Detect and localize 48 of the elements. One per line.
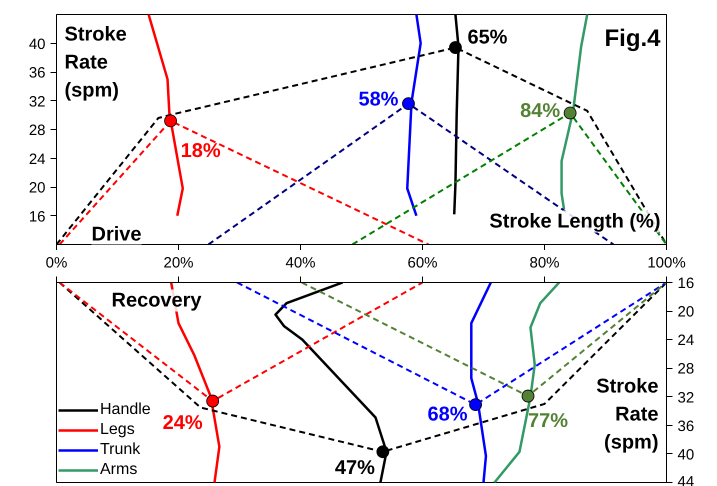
x-tick-label: 100%	[647, 254, 686, 272]
y-tick-label: 28	[678, 360, 694, 378]
legend-label: Handle	[100, 401, 151, 419]
point	[449, 41, 462, 54]
y-tick-label: 36	[678, 418, 694, 435]
legend-label: Legs	[100, 421, 135, 439]
point	[164, 114, 177, 128]
x-tick-label: 40%	[285, 254, 316, 272]
x-tick-label: 0%	[46, 254, 68, 272]
y-tick-label: 32	[28, 93, 46, 110]
point	[402, 97, 415, 110]
y-axis-title: Stroke Rate (spm)	[64, 24, 127, 102]
line-series	[560, 14, 588, 211]
chart-title: Fig.4	[604, 25, 662, 52]
annotation: 18%	[180, 140, 221, 162]
y-tick-label: 16	[28, 208, 46, 226]
y-tick-label: 24	[28, 150, 46, 168]
y-tick-label: 28	[28, 122, 46, 139]
y-tick-label: 16	[678, 275, 694, 292]
point	[522, 390, 534, 402]
y-tick-label: 24	[678, 332, 694, 350]
annotation: 65%	[467, 26, 508, 49]
annotation: Drive	[92, 224, 142, 246]
y-tick-label: 40	[678, 446, 694, 464]
annotation: Recovery	[112, 290, 202, 312]
point	[206, 394, 220, 408]
line-series	[470, 282, 492, 482]
x-tick-label: 80%	[529, 254, 560, 272]
point	[564, 106, 577, 120]
y-tick-label: 20	[28, 180, 46, 196]
x-axis-title: Stroke Length (%)	[489, 210, 661, 232]
annotation: 77%	[528, 410, 568, 432]
y-tick-label: 36	[28, 64, 46, 82]
y-axis-title: Stroke Rate (spm)	[596, 376, 659, 454]
annotation: 68%	[428, 404, 468, 426]
annotation: 24%	[162, 412, 203, 434]
annotation: 58%	[358, 88, 399, 111]
point	[376, 445, 390, 458]
y-tick-label: 32	[678, 389, 694, 406]
annotation: 47%	[334, 456, 376, 479]
x-tick-label: 60%	[407, 254, 438, 272]
y-tick-label: 20	[678, 304, 694, 321]
legend-label: Trunk	[100, 441, 140, 459]
x-tick-label: 20%	[163, 254, 194, 272]
y-tick-label: 40	[28, 36, 46, 53]
annotation: 84%	[520, 100, 560, 122]
point	[469, 398, 482, 412]
legend-label: Arms	[100, 461, 138, 479]
